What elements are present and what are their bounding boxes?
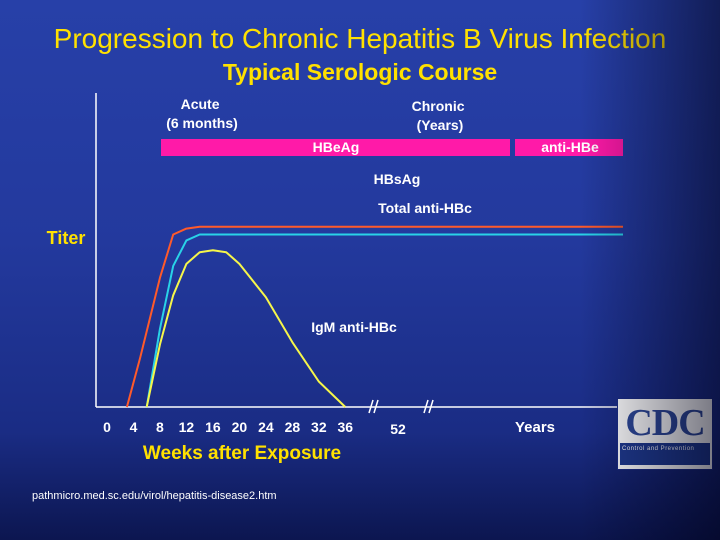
series-line-hbsag bbox=[125, 225, 623, 408]
x-tick-label: 0 bbox=[103, 419, 111, 435]
slide-title: Progression to Chronic Hepatitis B Virus… bbox=[53, 23, 667, 54]
anti-hbe-bar bbox=[515, 139, 623, 156]
x-tick-label: 32 bbox=[311, 419, 327, 435]
series-layer bbox=[125, 225, 623, 408]
hbeag-bar bbox=[161, 139, 510, 156]
axis-break-mark bbox=[368, 399, 379, 414]
axis-break-mark bbox=[423, 399, 434, 414]
x-axis-label: Weeks after Exposure bbox=[143, 443, 341, 464]
hbsag-series-label: HBsAg bbox=[374, 171, 421, 187]
cdc-logo-band bbox=[620, 443, 710, 465]
anti-hbe-label: anti-HBe bbox=[541, 139, 599, 155]
phase-label-acute: Acute (6 months) bbox=[166, 96, 238, 131]
total-anti-hbc-series-label: Total anti-HBc bbox=[378, 200, 472, 216]
x-tick-label: 4 bbox=[130, 419, 138, 435]
x-tick-label: 28 bbox=[285, 419, 301, 435]
x-tick-layer: 0 4 8 12 16 20 24 28 32 36 52 bbox=[103, 419, 406, 437]
x-tick-label: 16 bbox=[205, 419, 221, 435]
hbeag-label: HBeAg bbox=[313, 139, 360, 155]
x-tick-label: 8 bbox=[156, 419, 164, 435]
x-tick-label: 20 bbox=[232, 419, 248, 435]
x-tick-label: 24 bbox=[258, 419, 274, 435]
phase-label-acute-line2: (6 months) bbox=[166, 115, 238, 131]
slide-subtitle: Typical Serologic Course bbox=[222, 59, 498, 85]
cdc-logo: CDC Centers for Disease Control and Prev… bbox=[617, 398, 713, 470]
series-line-igm-anti-hbc bbox=[145, 249, 346, 408]
x-tick-label: 52 bbox=[390, 421, 406, 437]
source-url: pathmicro.med.sc.edu/virol/hepatitis-dis… bbox=[32, 490, 277, 502]
cdc-logo-text: CDC bbox=[625, 402, 705, 444]
phase-label-acute-line1: Acute bbox=[181, 96, 220, 112]
phase-label-chronic: Chronic (Years) bbox=[412, 98, 469, 133]
igm-anti-hbc-series-label: IgM anti-HBc bbox=[311, 319, 397, 335]
years-label: Years bbox=[515, 419, 555, 436]
x-tick-label: 12 bbox=[179, 419, 195, 435]
phase-label-chronic-line2: (Years) bbox=[417, 117, 464, 133]
y-axis-label: Titer bbox=[47, 228, 86, 248]
series-line-total-anti-hbc bbox=[145, 233, 623, 408]
phase-label-chronic-line1: Chronic bbox=[412, 98, 465, 114]
x-tick-label: 36 bbox=[338, 419, 354, 435]
cdc-logo-subtext: Centers for Disease Control and Preventi… bbox=[622, 439, 695, 452]
